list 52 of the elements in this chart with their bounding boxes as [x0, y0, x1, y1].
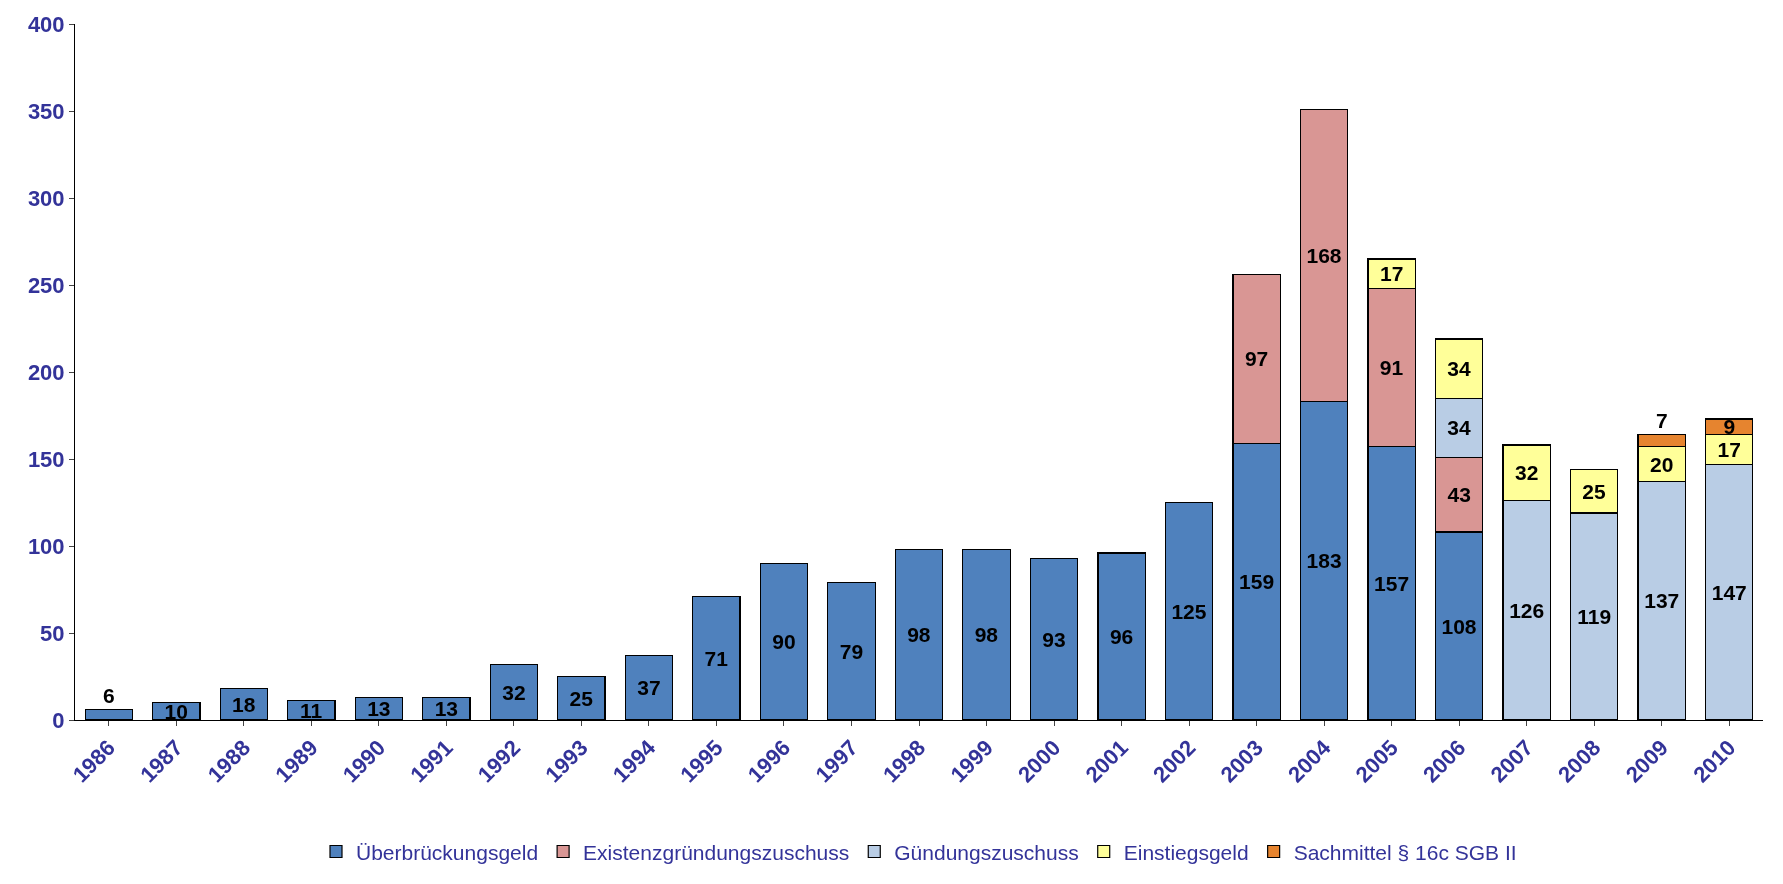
legend-label: Sachmittel § 16c SGB II	[1293, 840, 1517, 864]
data-label: 43	[1447, 483, 1471, 507]
y-tick-label: 300	[27, 185, 65, 211]
data-label: 37	[637, 676, 661, 700]
data-label: 91	[1379, 356, 1404, 380]
data-label: 137	[1644, 589, 1680, 613]
data-label: 18	[231, 692, 256, 716]
data-label: 6	[102, 683, 115, 707]
y-tick-label: 200	[27, 359, 65, 385]
data-label: 97	[1244, 347, 1269, 371]
y-tick-label: 150	[27, 446, 65, 472]
data-label: 125	[1171, 599, 1207, 623]
data-label: 17	[1717, 437, 1741, 461]
data-label: 96	[1109, 624, 1134, 648]
data-label: 183	[1306, 549, 1342, 573]
data-label: 108	[1441, 614, 1477, 638]
y-tick-label: 100	[27, 533, 65, 559]
data-label: 126	[1509, 598, 1545, 622]
data-label: 13	[367, 697, 391, 721]
data-label: 34	[1447, 357, 1471, 381]
data-label: 93	[1042, 627, 1066, 651]
y-tick-label: 50	[40, 620, 65, 646]
data-label: 168	[1306, 243, 1342, 267]
data-label: 20	[1650, 452, 1674, 476]
legend-label: Existenzgründungszuschuss	[583, 840, 850, 864]
y-tick-label: 250	[27, 272, 65, 298]
data-label: 98	[974, 623, 999, 647]
data-label: 11	[300, 698, 323, 722]
data-label: 25	[1582, 479, 1607, 503]
data-label: 7	[1655, 408, 1668, 432]
data-label: 157	[1374, 571, 1410, 595]
data-label: 32	[502, 680, 526, 704]
data-label: 79	[839, 639, 864, 663]
y-tick-label: 0	[52, 707, 65, 733]
data-label: 98	[907, 623, 931, 647]
legend-label: Gündungszuschuss	[894, 840, 1079, 864]
legend-label: Überbrückungsgeld	[356, 840, 539, 864]
data-label: 71	[704, 646, 729, 670]
y-tick-label: 350	[27, 98, 65, 124]
data-label: 10	[164, 699, 188, 723]
data-label: 13	[434, 697, 459, 721]
data-label: 32	[1515, 461, 1539, 485]
data-label: 17	[1379, 262, 1404, 286]
y-tick-label: 400	[27, 11, 65, 37]
data-label: 34	[1447, 416, 1471, 440]
data-label: 147	[1711, 580, 1747, 604]
data-label: 25	[569, 686, 594, 710]
data-label: 159	[1239, 570, 1275, 594]
data-label: 9	[1723, 415, 1736, 439]
data-label: 119	[1577, 604, 1612, 628]
legend-label: Einstiegsgeld	[1123, 840, 1249, 864]
data-label: 90	[772, 630, 796, 654]
